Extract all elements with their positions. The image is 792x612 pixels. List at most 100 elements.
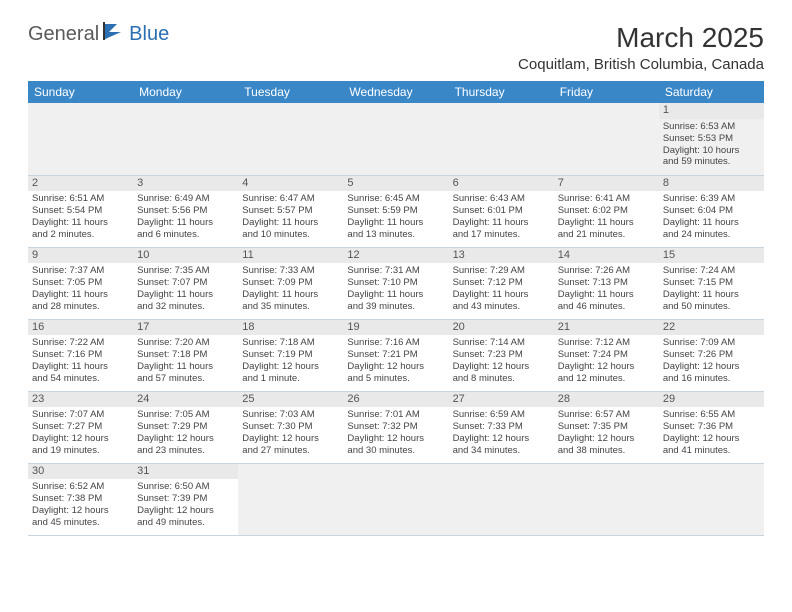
title-block: March 2025 Coquitlam, British Columbia, … xyxy=(518,22,764,73)
sunrise-text: Sunrise: 7:31 AM xyxy=(347,265,444,277)
day-number: 11 xyxy=(238,248,343,264)
calendar-cell: 12Sunrise: 7:31 AMSunset: 7:10 PMDayligh… xyxy=(343,247,448,319)
daylight-text: Daylight: 11 hours xyxy=(32,217,129,229)
calendar-cell: 7Sunrise: 6:41 AMSunset: 6:02 PMDaylight… xyxy=(554,175,659,247)
calendar-cell: 5Sunrise: 6:45 AMSunset: 5:59 PMDaylight… xyxy=(343,175,448,247)
day-number: 17 xyxy=(133,320,238,336)
day-number: 1 xyxy=(659,103,764,119)
sunrise-text: Sunrise: 7:29 AM xyxy=(453,265,550,277)
daylight-text: and 49 minutes. xyxy=(137,517,234,529)
sunrise-text: Sunrise: 6:47 AM xyxy=(242,193,339,205)
daylight-text: Daylight: 11 hours xyxy=(32,361,129,373)
daylight-text: and 38 minutes. xyxy=(558,445,655,457)
day-number: 19 xyxy=(343,320,448,336)
daylight-text: and 43 minutes. xyxy=(453,301,550,313)
calendar-cell: 29Sunrise: 6:55 AMSunset: 7:36 PMDayligh… xyxy=(659,391,764,463)
calendar-cell: 31Sunrise: 6:50 AMSunset: 7:39 PMDayligh… xyxy=(133,463,238,535)
calendar-cell: 16Sunrise: 7:22 AMSunset: 7:16 PMDayligh… xyxy=(28,319,133,391)
sunrise-text: Sunrise: 7:14 AM xyxy=(453,337,550,349)
sunrise-text: Sunrise: 7:03 AM xyxy=(242,409,339,421)
daylight-text: Daylight: 11 hours xyxy=(242,289,339,301)
daylight-text: Daylight: 12 hours xyxy=(242,433,339,445)
sunrise-text: Sunrise: 6:39 AM xyxy=(663,193,760,205)
daylight-text: Daylight: 12 hours xyxy=(137,505,234,517)
day-number: 25 xyxy=(238,392,343,408)
sunset-text: Sunset: 7:38 PM xyxy=(32,493,129,505)
day-number: 2 xyxy=(28,176,133,192)
day-number: 5 xyxy=(343,176,448,192)
weekday-header: Sunday xyxy=(28,81,133,103)
day-number: 24 xyxy=(133,392,238,408)
daylight-text: Daylight: 12 hours xyxy=(558,433,655,445)
sunset-text: Sunset: 6:04 PM xyxy=(663,205,760,217)
calendar-cell: 24Sunrise: 7:05 AMSunset: 7:29 PMDayligh… xyxy=(133,391,238,463)
logo-word2: Blue xyxy=(129,23,169,46)
daylight-text: and 6 minutes. xyxy=(137,229,234,241)
calendar-cell: 1Sunrise: 6:53 AMSunset: 5:53 PMDaylight… xyxy=(659,103,764,175)
sunset-text: Sunset: 7:05 PM xyxy=(32,277,129,289)
daylight-text: and 41 minutes. xyxy=(663,445,760,457)
daylight-text: and 17 minutes. xyxy=(453,229,550,241)
daylight-text: and 5 minutes. xyxy=(347,373,444,385)
calendar-week-row: 23Sunrise: 7:07 AMSunset: 7:27 PMDayligh… xyxy=(28,391,764,463)
sunset-text: Sunset: 5:59 PM xyxy=(347,205,444,217)
day-number: 16 xyxy=(28,320,133,336)
calendar-cell: 28Sunrise: 6:57 AMSunset: 7:35 PMDayligh… xyxy=(554,391,659,463)
calendar-week-row: 30Sunrise: 6:52 AMSunset: 7:38 PMDayligh… xyxy=(28,463,764,535)
day-number: 30 xyxy=(28,464,133,480)
sunrise-text: Sunrise: 6:41 AM xyxy=(558,193,655,205)
calendar-cell: 23Sunrise: 7:07 AMSunset: 7:27 PMDayligh… xyxy=(28,391,133,463)
sunrise-text: Sunrise: 7:12 AM xyxy=(558,337,655,349)
weekday-header: Thursday xyxy=(449,81,554,103)
header: General Blue March 2025 Coquitlam, Briti… xyxy=(28,22,764,73)
calendar-table: SundayMondayTuesdayWednesdayThursdayFrid… xyxy=(28,81,764,536)
calendar-cell xyxy=(133,103,238,175)
daylight-text: Daylight: 12 hours xyxy=(137,433,234,445)
daylight-text: and 32 minutes. xyxy=(137,301,234,313)
sunset-text: Sunset: 7:13 PM xyxy=(558,277,655,289)
daylight-text: Daylight: 12 hours xyxy=(558,361,655,373)
sunset-text: Sunset: 7:32 PM xyxy=(347,421,444,433)
daylight-text: Daylight: 11 hours xyxy=(347,289,444,301)
flag-icon xyxy=(103,22,125,46)
day-number: 9 xyxy=(28,248,133,264)
weekday-header: Tuesday xyxy=(238,81,343,103)
logo-word1: General xyxy=(28,23,99,46)
calendar-cell: 19Sunrise: 7:16 AMSunset: 7:21 PMDayligh… xyxy=(343,319,448,391)
daylight-text: and 27 minutes. xyxy=(242,445,339,457)
day-number: 28 xyxy=(554,392,659,408)
calendar-cell: 20Sunrise: 7:14 AMSunset: 7:23 PMDayligh… xyxy=(449,319,554,391)
daylight-text: and 57 minutes. xyxy=(137,373,234,385)
daylight-text: and 45 minutes. xyxy=(32,517,129,529)
day-number: 31 xyxy=(133,464,238,480)
daylight-text: Daylight: 11 hours xyxy=(242,217,339,229)
sunset-text: Sunset: 5:57 PM xyxy=(242,205,339,217)
sunset-text: Sunset: 7:18 PM xyxy=(137,349,234,361)
calendar-cell: 10Sunrise: 7:35 AMSunset: 7:07 PMDayligh… xyxy=(133,247,238,319)
sunset-text: Sunset: 7:19 PM xyxy=(242,349,339,361)
day-number: 21 xyxy=(554,320,659,336)
calendar-cell xyxy=(343,463,448,535)
sunrise-text: Sunrise: 7:26 AM xyxy=(558,265,655,277)
daylight-text: Daylight: 11 hours xyxy=(663,217,760,229)
sunset-text: Sunset: 5:54 PM xyxy=(32,205,129,217)
daylight-text: and 21 minutes. xyxy=(558,229,655,241)
calendar-cell: 3Sunrise: 6:49 AMSunset: 5:56 PMDaylight… xyxy=(133,175,238,247)
calendar-week-row: 2Sunrise: 6:51 AMSunset: 5:54 PMDaylight… xyxy=(28,175,764,247)
daylight-text: and 16 minutes. xyxy=(663,373,760,385)
sunset-text: Sunset: 7:39 PM xyxy=(137,493,234,505)
weekday-header: Wednesday xyxy=(343,81,448,103)
sunrise-text: Sunrise: 6:55 AM xyxy=(663,409,760,421)
day-number: 18 xyxy=(238,320,343,336)
daylight-text: Daylight: 11 hours xyxy=(453,289,550,301)
sunrise-text: Sunrise: 6:57 AM xyxy=(558,409,655,421)
daylight-text: and 8 minutes. xyxy=(453,373,550,385)
sunset-text: Sunset: 7:07 PM xyxy=(137,277,234,289)
sunset-text: Sunset: 7:33 PM xyxy=(453,421,550,433)
calendar-cell xyxy=(449,103,554,175)
sunrise-text: Sunrise: 6:43 AM xyxy=(453,193,550,205)
daylight-text: and 34 minutes. xyxy=(453,445,550,457)
calendar-week-row: 16Sunrise: 7:22 AMSunset: 7:16 PMDayligh… xyxy=(28,319,764,391)
sunset-text: Sunset: 6:02 PM xyxy=(558,205,655,217)
sunrise-text: Sunrise: 7:35 AM xyxy=(137,265,234,277)
